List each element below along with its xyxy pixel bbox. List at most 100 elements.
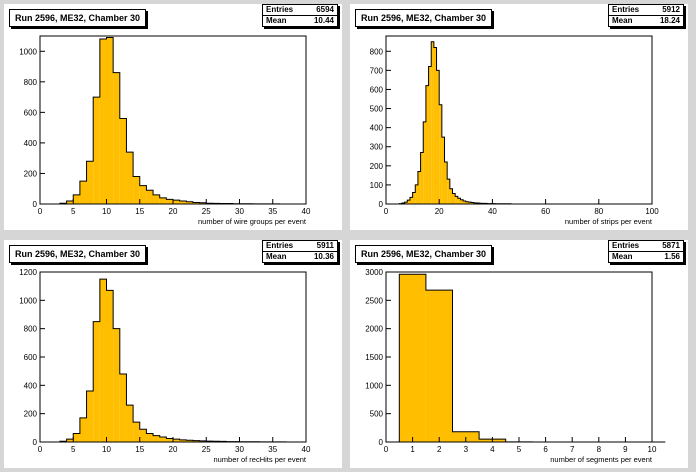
histogram-bin xyxy=(439,104,442,204)
entries-value: 5911 xyxy=(316,241,334,250)
mean-label: Mean xyxy=(612,16,633,25)
histogram-bin xyxy=(471,202,474,204)
histogram-bin xyxy=(407,200,410,204)
histogram-pad: 0 500 1000 1500 2000 2500 3000 0 1 2 3 4 5 6 7 8 9 10 numb… xyxy=(350,240,688,468)
mean-label: Mean xyxy=(266,16,287,25)
histogram-bin xyxy=(153,435,160,442)
x-axis-label: number of recHits per event xyxy=(213,455,306,464)
histogram-plot: 0 500 1000 1500 2000 2500 3000 0 1 2 3 4 5 6 7 8 9 10numb… xyxy=(350,240,688,468)
histogram-bin xyxy=(425,85,429,204)
histogram-bin xyxy=(126,152,134,204)
y-tick-label: 800 xyxy=(24,78,38,87)
mean-value: 10.36 xyxy=(313,252,334,261)
histogram-bin xyxy=(106,290,114,442)
histogram-bin xyxy=(447,179,450,204)
histogram-bin xyxy=(449,188,453,204)
histogram-bin xyxy=(79,181,87,204)
x-axis-label: number of strips per event xyxy=(565,217,653,226)
histogram-bin xyxy=(179,439,187,442)
x-tick-label: 10 xyxy=(102,207,111,216)
x-tick-label: 30 xyxy=(235,207,244,216)
y-tick-label: 1000 xyxy=(365,381,383,390)
histogram-bin xyxy=(404,202,408,204)
mean-value: 1.56 xyxy=(664,252,680,261)
histogram-bin xyxy=(431,41,434,205)
y-tick-label: 600 xyxy=(24,353,38,362)
x-tick-label: 40 xyxy=(302,207,311,216)
mean-value: 18.24 xyxy=(659,16,680,25)
x-tick-label: 9 xyxy=(623,445,628,454)
y-tick-label: 3000 xyxy=(365,268,383,277)
histogram-bin xyxy=(66,439,74,442)
x-tick-label: 4 xyxy=(490,445,495,454)
histogram-bin xyxy=(468,202,472,204)
histogram-bin xyxy=(113,328,120,442)
entries-value: 5912 xyxy=(662,5,680,14)
histogram-bin xyxy=(159,437,167,442)
pad-background xyxy=(4,4,342,230)
histogram-bin xyxy=(425,290,453,442)
y-tick-label: 400 xyxy=(24,381,38,390)
x-axis-label: number of wire groups per event xyxy=(198,217,307,226)
y-tick-label: 600 xyxy=(370,85,384,94)
histogram-bin xyxy=(463,200,466,204)
histogram-bin xyxy=(93,97,100,204)
pad-background xyxy=(350,4,688,230)
histogram-bin xyxy=(473,202,477,204)
y-tick-label: 600 xyxy=(24,108,38,117)
histogram-bin xyxy=(415,184,418,204)
y-tick-label: 400 xyxy=(370,124,384,133)
histogram-bin xyxy=(119,118,127,204)
x-tick-label: 25 xyxy=(202,445,211,454)
x-tick-label: 20 xyxy=(169,207,178,216)
histogram-bin xyxy=(173,200,180,204)
histogram-bin xyxy=(113,72,120,205)
x-tick-label: 5 xyxy=(517,445,522,454)
y-tick-label: 1000 xyxy=(19,296,37,305)
histogram-bin xyxy=(465,201,469,204)
x-tick-label: 7 xyxy=(570,445,575,454)
x-tick-label: 40 xyxy=(302,445,311,454)
mean-label: Mean xyxy=(612,252,633,261)
x-axis-label: number of segments per event xyxy=(550,455,653,464)
histogram-bin xyxy=(146,433,154,442)
x-tick-label: 0 xyxy=(384,207,389,216)
x-tick-label: 6 xyxy=(543,445,548,454)
x-tick-label: 15 xyxy=(135,445,144,454)
x-tick-label: 80 xyxy=(594,207,603,216)
histogram-bin xyxy=(126,405,134,442)
y-tick-label: 0 xyxy=(33,200,38,209)
x-tick-label: 60 xyxy=(541,207,550,216)
histogram-bin xyxy=(417,171,421,204)
y-tick-label: 300 xyxy=(370,143,384,152)
histogram-bin xyxy=(99,39,107,204)
mean-label: Mean xyxy=(266,252,287,261)
histogram-bin xyxy=(99,279,107,442)
y-tick-label: 200 xyxy=(370,162,384,171)
histogram-bin xyxy=(460,199,464,204)
histogram-bin xyxy=(433,47,437,204)
y-tick-label: 0 xyxy=(33,438,38,447)
x-tick-label: 0 xyxy=(384,445,389,454)
histogram-bin xyxy=(79,417,87,442)
x-tick-label: 5 xyxy=(71,207,76,216)
y-tick-label: 800 xyxy=(24,325,38,334)
entries-label: Entries xyxy=(266,241,294,250)
x-tick-label: 20 xyxy=(435,207,444,216)
y-tick-label: 200 xyxy=(24,410,38,419)
mean-value: 10.44 xyxy=(313,16,334,25)
histogram-bin xyxy=(146,190,154,204)
stats-box: Entries 6594 Mean 10.44 xyxy=(262,4,338,27)
y-tick-label: 400 xyxy=(24,139,38,148)
histogram-bin xyxy=(186,201,193,204)
histogram-bin xyxy=(452,193,456,204)
histogram-bin xyxy=(444,162,448,204)
x-tick-label: 25 xyxy=(202,207,211,216)
histogram-pad: 0 200 400 600 800 1000 1200 0 5 10 15 20 25 30 35 40 num… xyxy=(4,240,342,468)
histogram-bin xyxy=(173,439,180,442)
histogram-bin xyxy=(133,176,140,204)
y-tick-label: 100 xyxy=(370,181,384,190)
histogram-bin xyxy=(166,199,173,204)
y-tick-label: 1500 xyxy=(365,353,383,362)
